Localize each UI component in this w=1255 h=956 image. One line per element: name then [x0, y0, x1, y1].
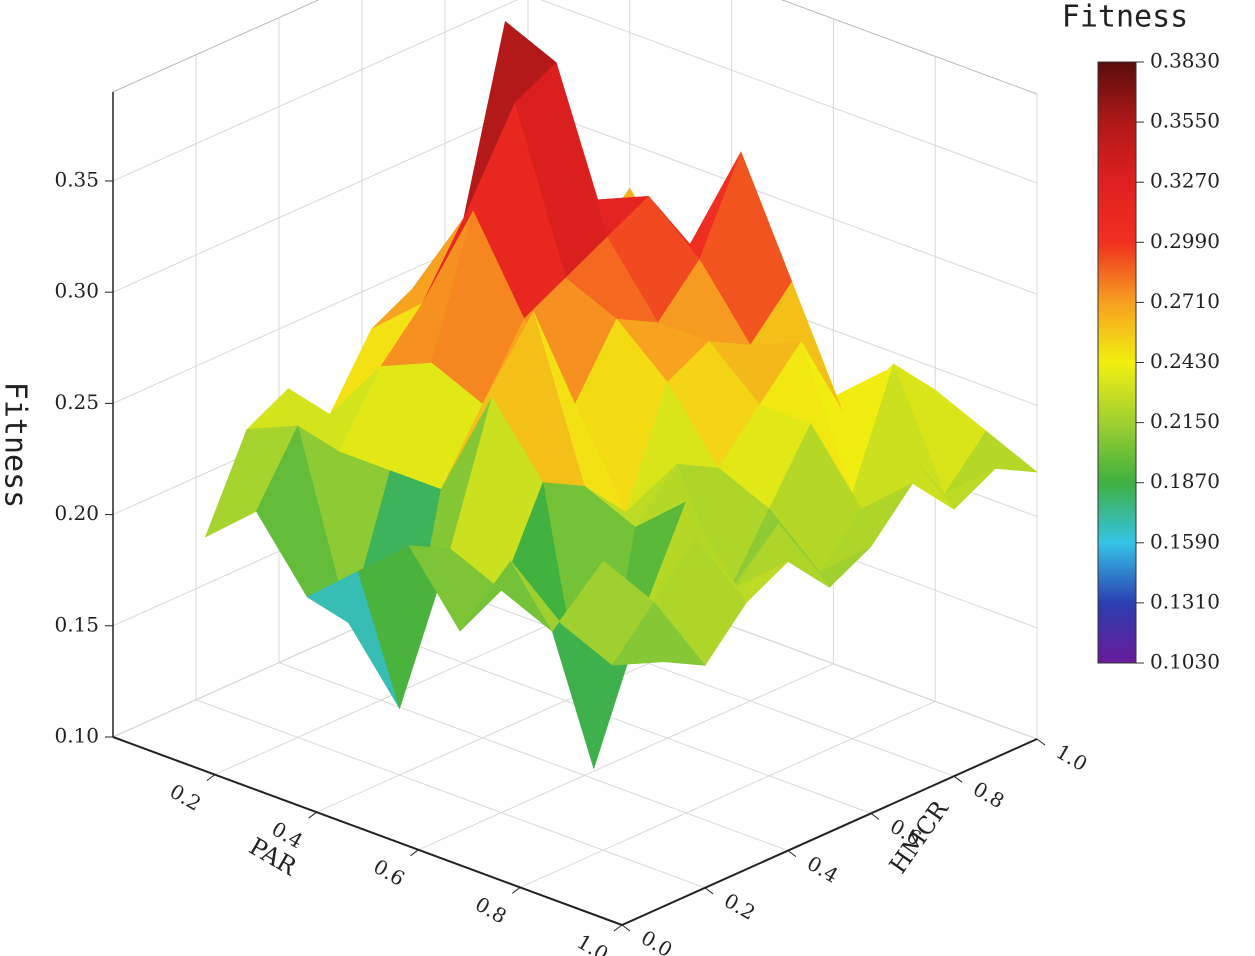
z-tick-label: 0.25: [54, 390, 99, 414]
tick-mark: [613, 924, 623, 932]
x-tick-label: 0.6: [369, 854, 409, 891]
y-tick-label: 0.8: [969, 777, 1009, 814]
grid-line: [278, 662, 789, 852]
x-tick-label: 0.8: [471, 892, 511, 929]
y-tick-label: 0.4: [803, 851, 843, 888]
tick-mark: [787, 850, 797, 857]
colorbar-title: Fitness: [1062, 0, 1188, 35]
colorbar-tick-label: 0.2990: [1150, 229, 1220, 253]
grid-line: [527, 105, 1038, 295]
grid-line: [418, 663, 834, 851]
z-tick-label: 0.15: [54, 612, 99, 636]
tick-mark: [621, 924, 631, 932]
y-tick-label: 1.0: [1052, 739, 1092, 776]
colorbar-tick-label: 0.1030: [1150, 650, 1220, 674]
grid-line: [361, 624, 872, 814]
box-edge: [781, 0, 1038, 95]
colorbar-tick-label: 0.2430: [1150, 349, 1220, 373]
x-tick-label: 0.2: [166, 779, 206, 816]
tick-mark: [308, 811, 317, 819]
surface-patch: [612, 601, 706, 666]
grid-line: [195, 699, 706, 889]
x-axis: [112, 736, 623, 926]
z-tick-label: 0.30: [54, 279, 99, 303]
tick-mark: [953, 775, 963, 783]
tick-mark: [511, 887, 521, 894]
tick-mark: [870, 813, 880, 820]
grid-line: [112, 0, 518, 182]
y-axis: [621, 738, 1038, 926]
grid-line: [112, 105, 529, 293]
colorbar-tick-label: 0.1590: [1150, 529, 1220, 553]
colorbar-tick-label: 0.2150: [1150, 409, 1220, 433]
colorbar-tick-label: 0.3830: [1150, 49, 1220, 73]
z-axis-label: Fitness: [0, 382, 33, 508]
z-tick-label: 0.35: [54, 167, 99, 191]
tick-mark: [206, 774, 216, 781]
colorbar: [1097, 61, 1137, 664]
colorbar-tick-label: 0.3270: [1150, 169, 1220, 193]
z-tick-label: 0.20: [54, 501, 99, 525]
box-edge: [112, 0, 320, 93]
y-tick-label: 0.0: [637, 925, 677, 956]
colorbar-tick-label: 0.1870: [1150, 469, 1220, 493]
colorbar-tick-label: 0.2710: [1150, 289, 1220, 313]
colorbar-tick-label: 0.1310: [1150, 589, 1220, 613]
grid-line: [540, 0, 1038, 184]
y-tick-label: 0.2: [720, 888, 760, 925]
z-tick-label: 0.10: [54, 724, 99, 748]
colorbar-tick-label: 0.3550: [1150, 109, 1220, 133]
x-tick-label: 1.0: [573, 929, 613, 956]
tick-mark: [410, 849, 419, 857]
tick-mark: [704, 887, 714, 895]
grid-line: [519, 700, 936, 888]
tick-mark: [1036, 738, 1046, 746]
grid-line: [444, 587, 955, 777]
